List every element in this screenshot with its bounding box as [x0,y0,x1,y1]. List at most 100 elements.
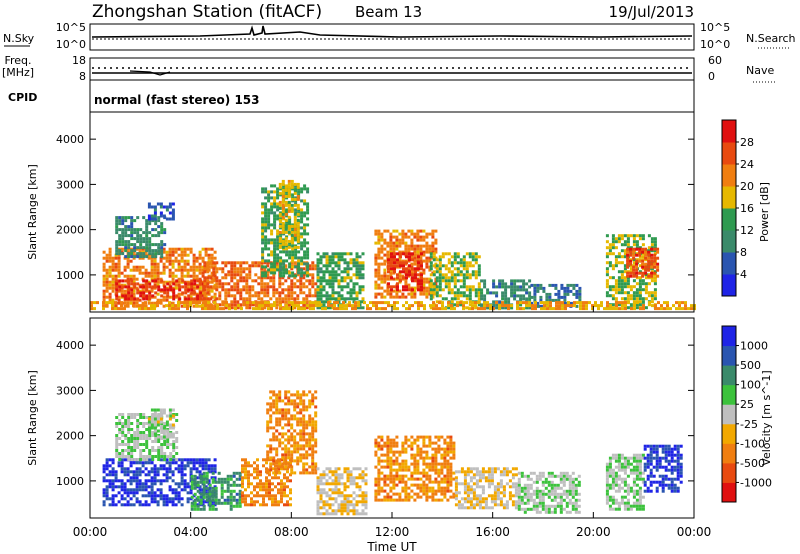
velocity-colorbar-swatch [722,423,736,444]
noise-right-tick-bottom: 10^0 [700,38,730,51]
velocity-ytick-label: 4000 [56,339,84,352]
cpid-text: normal (fast stereo) 153 [94,93,260,107]
velocity-region-9 [517,471,581,514]
power-region-9 [387,252,423,292]
power-region-2 [115,216,167,259]
noise-left-tick-bottom: 10^0 [56,38,86,51]
power-colorbar: 4 8 12 16 20 24 28 [721,119,754,297]
time-tick-label: 04:00 [173,525,208,539]
velocity-region-4 [241,458,292,507]
freq-left-tick-bottom: 8 [79,70,86,83]
cpid-panel: CPID normal (fast stereo) 153 [8,79,695,113]
velocity-colorbar-tick: 25 [740,398,754,411]
power-colorbar-swatch [722,142,736,165]
noise-right-tick-top: 10^5 [700,21,730,34]
power-y-ticks: 1000 2000 3000 4000 [56,133,694,282]
velocity-region-10 [605,453,645,511]
power-ytick-label: 2000 [56,224,84,237]
time-tick-label: 20:00 [576,525,611,539]
power-ytick-label: 4000 [56,133,84,146]
freq-panel: Freq. [MHz] 18 8 60 0 Nave [2,54,776,83]
velocity-ylabel: Slant Range [km] [26,370,39,466]
freq-right-tick-bottom: 0 [708,70,715,83]
power-region-15 [90,301,696,311]
power-colorbar-tick: 8 [740,246,747,259]
velocity-colorbar-swatch [722,384,736,405]
power-colorbar-tick: 12 [740,224,754,237]
noise-sky-line [91,25,693,38]
velocity-colorbar-tick: 100 [740,379,761,392]
velocity-colorbar-tick: 1000 [740,340,768,353]
time-tick-label: 08:00 [274,525,309,539]
velocity-ytick-label: 1000 [56,475,84,488]
station-title: Zhongshan Station (fitACF) [92,2,322,22]
date-label: 19/Jul/2013 [609,3,694,21]
freq-label-line2: [MHz] [2,66,34,79]
velocity-region-8 [454,467,518,510]
noise-panel: N.Sky 10^5 10^0 10^5 10^0 N.Search [3,21,796,51]
velocity-region-7 [374,435,456,502]
power-colorbar-swatch [722,274,736,297]
velocity-colorbar-swatch [722,326,736,347]
velocity-colorbar-tick: -500 [740,457,765,470]
velocity-region-5 [266,390,318,475]
power-marks [90,179,696,311]
power-panel: 1000 2000 3000 4000 Slant Range [km] 4 8 12 16… [26,111,771,313]
power-region-7 [316,252,365,310]
time-x-ticks: 00:00 04:00 08:00 12:00 16:00 20:00 00:00 [73,306,712,539]
power-ylabel: Slant Range [km] [26,164,39,260]
velocity-colorbar-tick: 500 [740,359,761,372]
nave-label: Nave [746,64,774,77]
power-colorbar-swatch [722,164,736,187]
velocity-region-3 [190,471,242,511]
time-tick-label: 00:00 [73,525,108,539]
velocity-colorbar-swatch [722,482,736,503]
power-colorbar-tick: 20 [740,180,754,193]
power-ytick-label: 3000 [56,178,84,191]
velocity-colorbar-tick: -25 [740,418,758,431]
velocity-region-11 [643,444,683,493]
velocity-marks [102,390,683,516]
power-colorbar-swatch [722,252,736,275]
freq-label-line1: Freq. [4,54,31,67]
noise-left-label: N.Sky [3,32,35,45]
power-colorbar-tick: 28 [740,136,754,149]
velocity-colorbar-tick: -1000 [740,476,772,489]
power-colorbar-swatch [722,120,736,143]
velocity-colorbar-swatch [722,365,736,386]
velocity-colorbar: 1000 500 100 25 -25 -100 -500 -1000 [721,325,772,503]
power-region-10 [429,252,481,310]
velocity-ytick-label: 3000 [56,384,84,397]
time-tick-label: 00:00 [677,525,712,539]
power-colorbar-tick: 4 [740,268,747,281]
velocity-region-2 [147,408,175,439]
power-colorbar-swatch [722,208,736,231]
power-ytick-label: 1000 [56,269,84,282]
power-region-3 [147,202,175,221]
time-tick-label: 12:00 [375,525,410,539]
velocity-colorbar-swatch [722,443,736,464]
noise-right-label: N.Search [746,32,796,45]
freq-right-tick-top: 60 [708,54,722,67]
time-xlabel: Time UT [366,540,417,554]
velocity-region-6 [316,467,368,516]
velocity-colorbar-swatch [722,462,736,483]
velocity-panel: 1000 2000 3000 4000 Slant Range [km] 1000 50… [26,306,773,554]
power-colorbar-swatch [722,230,736,253]
velocity-colorbar-tick: -100 [740,437,765,450]
noise-left-tick-top: 10^5 [56,21,86,34]
velocity-ytick-label: 2000 [56,430,84,443]
time-tick-label: 16:00 [475,525,510,539]
beam-label: Beam 13 [355,3,422,21]
cpid-label: CPID [8,91,37,104]
velocity-colorbar-swatch [722,404,736,425]
velocity-colorbar-swatch [722,345,736,366]
power-region-6 [278,179,300,249]
velocity-y-ticks: 1000 2000 3000 4000 [56,339,694,488]
power-colorbar-label: Power [dB] [758,182,771,242]
velocity-colorbar-label: Velocity [m s^-1] [760,370,773,465]
freq-left-tick-top: 18 [72,54,86,67]
power-colorbar-swatch [722,186,736,209]
power-colorbar-tick: 16 [740,202,754,215]
